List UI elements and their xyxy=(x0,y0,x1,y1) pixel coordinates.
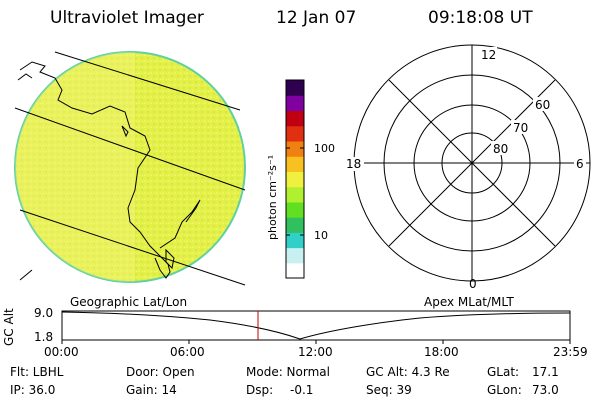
time-axis-label-0000: 00:00 xyxy=(44,345,79,359)
colorbar-label: photon cm⁻²s⁻¹ xyxy=(266,155,279,240)
coastline-west xyxy=(17,73,33,81)
altitude-frame xyxy=(61,310,571,341)
time-axis-label-2359: 23:59 xyxy=(553,345,588,359)
polar-diagonal-2 xyxy=(388,79,556,247)
seq-readout: Seq: 39 xyxy=(366,383,412,397)
colorbar-segment xyxy=(286,140,304,157)
altitude-axis-title: GC Alt xyxy=(2,308,16,346)
mlt-label-0: 0 xyxy=(469,277,477,291)
colorbar-segment xyxy=(286,95,304,112)
latitude-line-2 xyxy=(14,107,246,191)
image-projection-label: Geographic Lat/Lon xyxy=(70,295,188,309)
colorbar-segment xyxy=(286,125,304,142)
coastline-east xyxy=(159,199,201,249)
colorbar-segment xyxy=(286,110,304,127)
mlat-label-70: 70 xyxy=(513,121,528,135)
mlt-label-12: 12 xyxy=(481,48,496,62)
mlat-label-80: 80 xyxy=(493,142,508,156)
colorbar-segment xyxy=(286,171,304,188)
latitude-line-3 xyxy=(19,209,246,286)
mlt-label-6: 6 xyxy=(576,157,584,171)
altitude-strip xyxy=(61,310,571,344)
mlat-label-60: 60 xyxy=(535,98,550,112)
uv-image-disk xyxy=(14,51,246,283)
colorbar-segment xyxy=(286,217,304,233)
colorbar: 100 10 photon cm⁻²s⁻¹ xyxy=(266,79,335,279)
time-label: 09:18:08 UT xyxy=(428,8,533,28)
polar-plot xyxy=(353,44,591,282)
mlt-label-18: 18 xyxy=(346,157,361,171)
colorbar-segment xyxy=(286,247,304,264)
colorbar-segment xyxy=(286,201,304,218)
glat-label: GLat: xyxy=(487,365,520,379)
colorbar-segment xyxy=(286,262,304,279)
time-axis-label-1800: 18:00 xyxy=(424,345,459,359)
mode-readout: Mode: Normal xyxy=(246,365,330,379)
colorbar-tick-100: 100 xyxy=(314,142,335,155)
latitude-tick xyxy=(19,269,33,281)
gc-alt-readout: GC Alt: 4.3 Re xyxy=(366,365,450,379)
ip-readout: IP: 36.0 xyxy=(10,383,56,397)
dsp-label: Dsp: xyxy=(246,383,274,397)
dayside-glow xyxy=(15,52,135,282)
filter-readout: Flt: LBHL xyxy=(10,365,64,379)
time-axis-label-1200: 12:00 xyxy=(298,345,333,359)
gain-readout: Gain: 14 xyxy=(126,383,177,397)
altitude-curve xyxy=(61,311,571,340)
glon-label: GLon: xyxy=(487,383,522,397)
latitude-line-1 xyxy=(54,51,241,111)
colorbar-tick-10: 10 xyxy=(314,229,328,242)
date-label: 12 Jan 07 xyxy=(276,8,357,28)
dsp-value: -0.1 xyxy=(290,383,314,397)
coastline-srilanka xyxy=(165,248,175,270)
polar-projection-label: Apex MLat/MLT xyxy=(424,295,514,309)
glat-value: 17.1 xyxy=(532,365,559,379)
colorbar-segment xyxy=(286,156,304,172)
uv-image xyxy=(14,51,246,286)
colorbar-frame xyxy=(285,79,305,279)
door-readout: Door: Open xyxy=(126,365,195,379)
colorbar-segment xyxy=(286,232,304,249)
altitude-y-label-top: 9.0 xyxy=(34,306,54,320)
time-axis-label-0600: 06:00 xyxy=(170,345,205,359)
glon-value: 73.0 xyxy=(532,383,559,397)
altitude-y-label-bottom: 1.8 xyxy=(34,330,54,344)
colorbar-segment xyxy=(286,186,304,203)
colorbar-segment xyxy=(286,80,304,96)
coastline-gulf xyxy=(121,125,129,138)
app-title: Ultraviolet Imager xyxy=(50,8,204,28)
